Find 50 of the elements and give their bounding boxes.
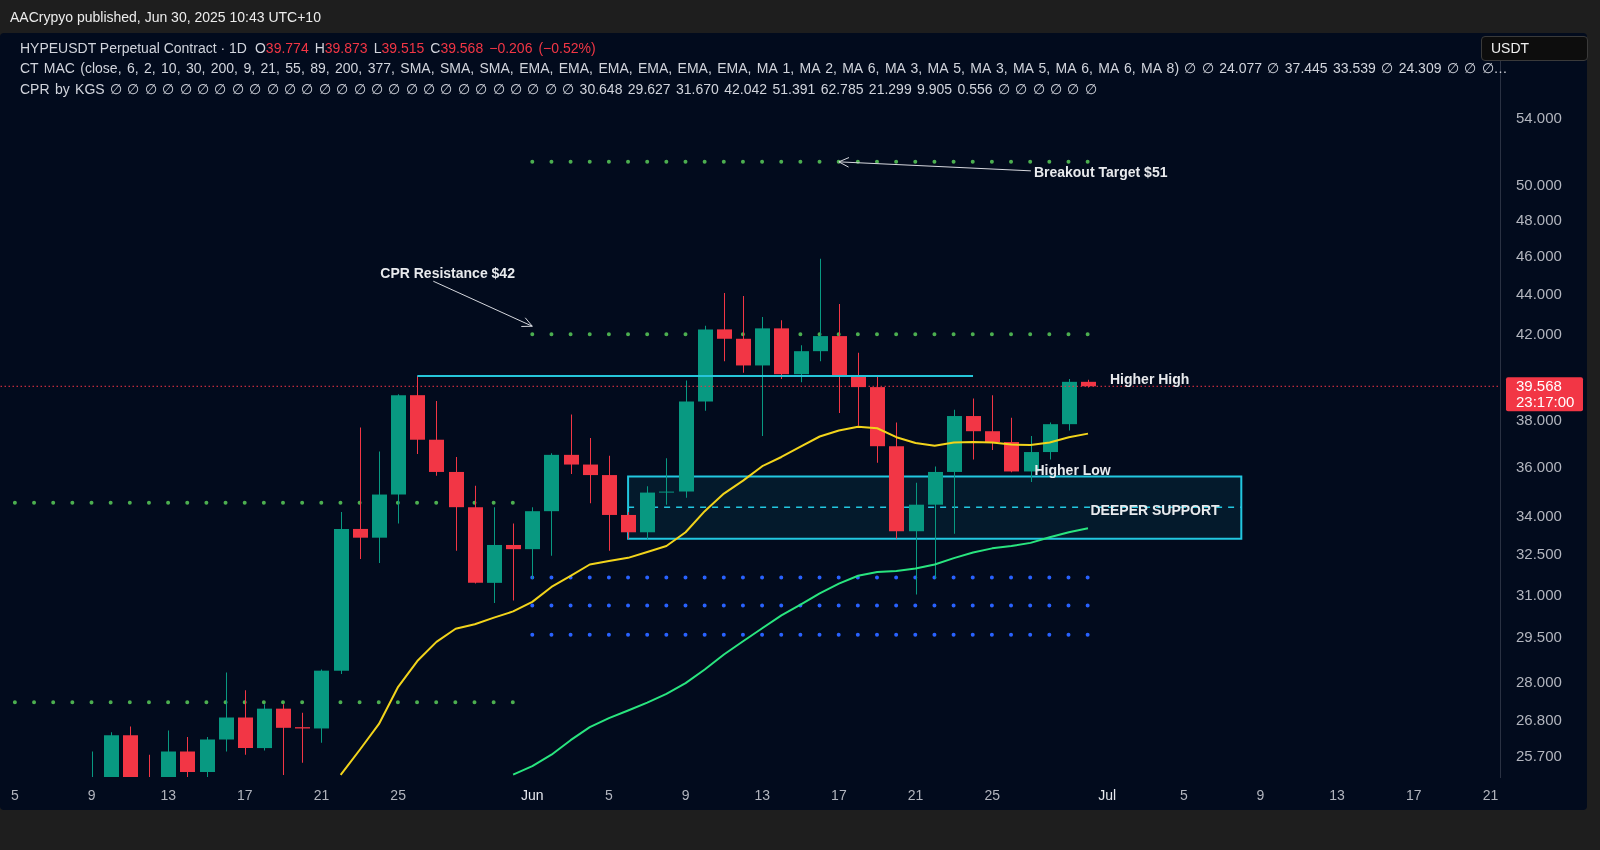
y-tick-label: 54.000 — [1516, 109, 1562, 127]
x-tick-label: 9 — [87, 787, 96, 804]
x-tick-label: 13 — [1329, 787, 1346, 804]
y-tick-label: 42.000 — [1516, 325, 1562, 343]
text: O39.774 H39.873 L39.515 C39.568 −0.206 (−0.52%) — [254, 40, 596, 56]
annotation: CPR by KGS ∅ ∅ ∅ ∅ ∅ ∅ ∅ ∅ ∅ ∅ ∅ ∅ ∅ ∅ ∅ ∅ ∅ ∅ ∅ ∅ ∅ ∅ ∅ ∅ ∅ ∅ ∅ 30.648 29.627 31.670 42.042 51.391 62.785 21.299 9.905 0.556 ∅ ∅ ∅ ∅ ∅ ∅ — [20, 79, 1097, 99]
text: AACrypyo published, Jun 30, 2025 10:43 UTC+10 — [10, 9, 321, 26]
x-tick-label: Jun — [521, 787, 544, 804]
y-tick-label: 26.800 — [1516, 710, 1562, 728]
y-tick-label: 46.000 — [1516, 247, 1562, 265]
candlestick — [506, 523, 521, 601]
y-tick-label: 32.500 — [1516, 545, 1562, 563]
y-tick-label: 31.000 — [1516, 585, 1562, 603]
x-tick-label: 17 — [1405, 787, 1422, 804]
x-tick-label: 13 — [160, 787, 177, 804]
x-tick-label: 5 — [10, 787, 19, 804]
x-tick-label: 21 — [907, 787, 924, 804]
annotation: Breakout Target $51 — [1033, 163, 1168, 180]
x-tick-label: 25 — [984, 787, 1001, 804]
x-tick-label: 13 — [754, 787, 771, 804]
annotation: CT MAC (close, 6, 2, 10, 30, 200, 9, 21, 55, 89, 200, 377, SMA, SMA, SMA, EMA, EMA, EMA, EMA, EMA, EMA, MA 1, MA 2, MA 6, MA 3, MA 5, MA 3, MA 5, MA 6, MA 6, MA 8) ∅ ∅ 24.077 ∅ 37.445 33.539 ∅ 24.309 ∅ ∅ ∅… — [20, 59, 1508, 78]
y-tick-label: 50.000 — [1516, 175, 1562, 193]
y-tick-label: 25.700 — [1516, 746, 1562, 764]
x-tick-label: 9 — [681, 787, 690, 804]
y-tick-label: 36.000 — [1516, 457, 1562, 475]
x-tick-label: Jul — [1098, 787, 1117, 804]
x-tick-label: 5 — [605, 787, 614, 804]
y-tick-label: 34.000 — [1516, 506, 1562, 524]
x-tick-label: 21 — [1482, 787, 1499, 804]
annotation: Higher High — [1110, 370, 1190, 387]
annotation: DEEPER SUPPORT — [1090, 502, 1221, 519]
chart-title: HYPEUSDT Perpetual Contract · 1D — [20, 40, 247, 56]
x-tick-label: 21 — [313, 787, 330, 804]
y-tick-label: 38.000 — [1516, 411, 1562, 429]
y-axis-title: USDT — [1491, 39, 1530, 58]
annotation: Higher Low — [1034, 462, 1111, 479]
x-tick-label: 9 — [1256, 787, 1265, 804]
y-tick-label: 44.000 — [1516, 285, 1562, 303]
x-tick-label: 17 — [237, 787, 253, 804]
ref-line-label: 39.568 — [1516, 377, 1562, 395]
y-tick-label: 29.500 — [1516, 628, 1562, 646]
candlestick — [659, 458, 674, 505]
x-tick-label: 25 — [390, 787, 407, 804]
x-tick-label: 17 — [831, 787, 847, 804]
y-tick-label: 28.000 — [1516, 673, 1562, 691]
x-tick-label: 5 — [1179, 787, 1188, 804]
candlestick — [353, 427, 368, 559]
text: 23:17:00 — [1516, 393, 1575, 411]
y-tick-label: 48.000 — [1516, 210, 1562, 228]
annotation: CPR Resistance $42 — [380, 265, 516, 282]
